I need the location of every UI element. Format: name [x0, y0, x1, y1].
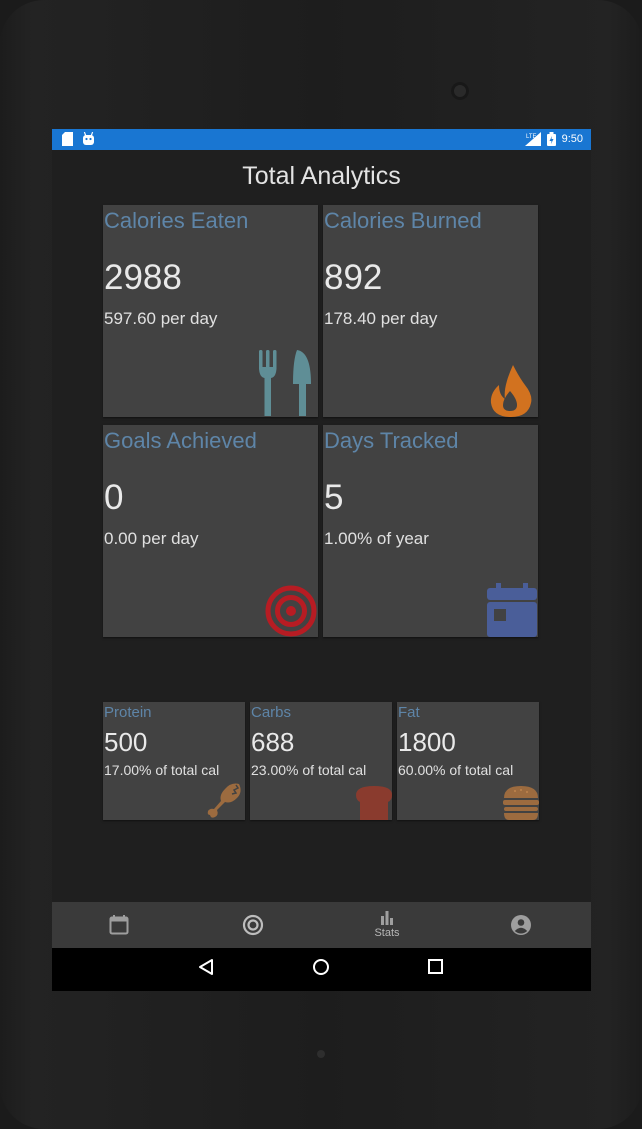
- card-value: 5: [324, 478, 344, 517]
- card-subtitle: 0.00 per day: [104, 529, 199, 548]
- sd-card-icon: [62, 132, 73, 146]
- account-icon: [511, 915, 531, 935]
- card-title: Days Tracked: [324, 428, 459, 453]
- bar-chart-icon: [381, 911, 393, 925]
- card-title: Calories Eaten: [104, 208, 249, 233]
- card-subtitle: 178.40 per day: [324, 309, 438, 328]
- card-value: 688: [251, 727, 295, 757]
- card-carbs[interactable]: Carbs 688 23.00% of total cal: [250, 702, 392, 820]
- card-title: Calories Burned: [324, 208, 482, 233]
- calendar-icon: [109, 915, 129, 935]
- lte-signal-icon: LTE: [524, 132, 541, 146]
- card-title: Fat: [398, 704, 420, 721]
- front-camera: [451, 82, 469, 100]
- battery-icon: [546, 132, 556, 146]
- card-days-tracked[interactable]: Days Tracked 5 1.00% of year: [323, 425, 538, 637]
- card-fat[interactable]: Fat 1800 60.00% of total cal: [397, 702, 539, 820]
- card-subtitle: 597.60 per day: [104, 309, 218, 328]
- bread-icon: [356, 786, 392, 820]
- card-protein[interactable]: Protein 500 17.00% of total cal: [103, 702, 245, 820]
- screen: LTE 9:50 Total Analytics Calories Eaten …: [52, 129, 591, 991]
- card-calories-eaten[interactable]: Calories Eaten 2988 597.60 per day: [103, 205, 318, 417]
- device-sensor: [317, 1050, 325, 1058]
- card-value: 892: [324, 258, 383, 297]
- card-subtitle: 17.00% of total cal: [104, 762, 220, 778]
- target-icon: [265, 585, 317, 637]
- burger-icon: [503, 786, 539, 820]
- calendar-icon: [487, 583, 537, 637]
- status-bar: LTE 9:50: [52, 129, 591, 150]
- card-value: 500: [104, 727, 148, 757]
- fork-knife-icon: [259, 350, 311, 416]
- system-navigation-bar: [52, 948, 591, 991]
- drumstick-icon: [207, 783, 241, 818]
- card-subtitle: 60.00% of total cal: [398, 762, 514, 778]
- nav-calendar[interactable]: [52, 902, 186, 948]
- back-icon[interactable]: [198, 958, 214, 976]
- android-icon: [83, 132, 94, 145]
- recents-icon[interactable]: [428, 959, 443, 974]
- card-calories-burned[interactable]: Calories Burned 892 178.40 per day: [323, 205, 538, 417]
- flame-icon: [490, 365, 532, 417]
- card-subtitle: 23.00% of total cal: [251, 762, 367, 778]
- nav-label-stats: Stats: [374, 927, 400, 939]
- card-title: Carbs: [251, 704, 292, 721]
- card-value: 1800: [398, 727, 456, 757]
- target-icon: [242, 914, 264, 936]
- bottom-navigation: Stats: [52, 902, 591, 948]
- nav-stats[interactable]: Stats: [320, 902, 454, 948]
- card-value: 0: [104, 478, 124, 517]
- page-title: Total Analytics: [242, 162, 401, 190]
- card-title: Protein: [104, 704, 152, 721]
- card-title: Goals Achieved: [104, 428, 257, 453]
- card-value: 2988: [104, 258, 182, 297]
- card-subtitle: 1.00% of year: [324, 529, 429, 548]
- nav-goals[interactable]: [186, 902, 320, 948]
- svg-text:LTE: LTE: [526, 134, 537, 140]
- status-time: 9:50: [561, 133, 583, 145]
- nav-profile[interactable]: [454, 902, 588, 948]
- home-icon[interactable]: [312, 958, 330, 976]
- card-goals-achieved[interactable]: Goals Achieved 0 0.00 per day: [103, 425, 318, 637]
